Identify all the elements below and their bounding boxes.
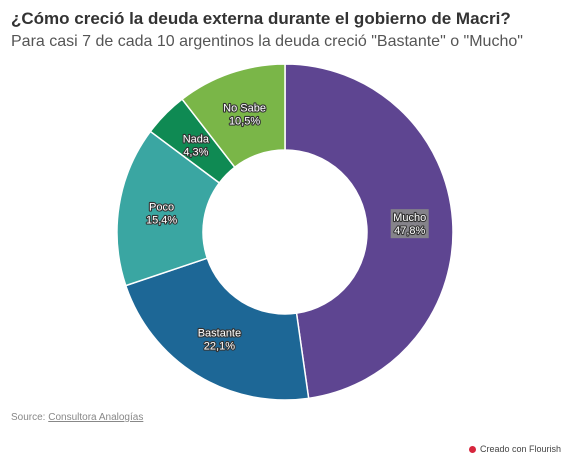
flourish-credit-text: Creado con Flourish [479,444,561,454]
slice-name-poco: Poco [149,201,174,213]
chart-subtitle: Para casi 7 de cada 10 argentinos la deu… [11,33,523,50]
flourish-logo-icon [468,445,476,453]
slice-no-sabe[interactable] [181,63,286,169]
slice-name-nada: Nada [183,133,210,145]
source-prefix: Source: [11,412,49,423]
donut-slices [116,63,454,401]
slice-label-highlight [390,209,429,239]
slice-name-bastante: Bastante [198,327,241,339]
slice-value-mucho: 47,8% [394,225,425,237]
slice-poco[interactable] [116,130,221,287]
slice-mucho[interactable] [284,63,454,400]
slice-name-no-sabe: No Sabe [223,103,266,115]
chart-title: ¿Cómo creció la deuda externa durante el… [11,9,511,28]
slice-name-mucho: Mucho [393,212,426,224]
slice-value-bastante: 22,1% [204,340,235,352]
slice-value-nada: 4,3% [183,146,208,158]
flourish-credit[interactable]: Creado con Flourish [468,444,561,454]
slice-bastante[interactable] [124,257,310,401]
source-note: Source: Consultora Analogías [11,412,143,423]
source-link[interactable]: Consultora Analogías [48,412,144,423]
slice-value-no-sabe: 10,5% [229,116,260,128]
slice-value-poco: 15,4% [146,214,177,226]
